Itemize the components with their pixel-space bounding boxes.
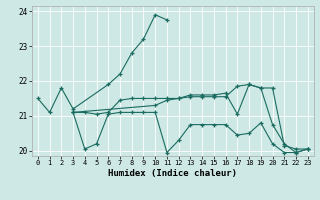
X-axis label: Humidex (Indice chaleur): Humidex (Indice chaleur) [108, 169, 237, 178]
